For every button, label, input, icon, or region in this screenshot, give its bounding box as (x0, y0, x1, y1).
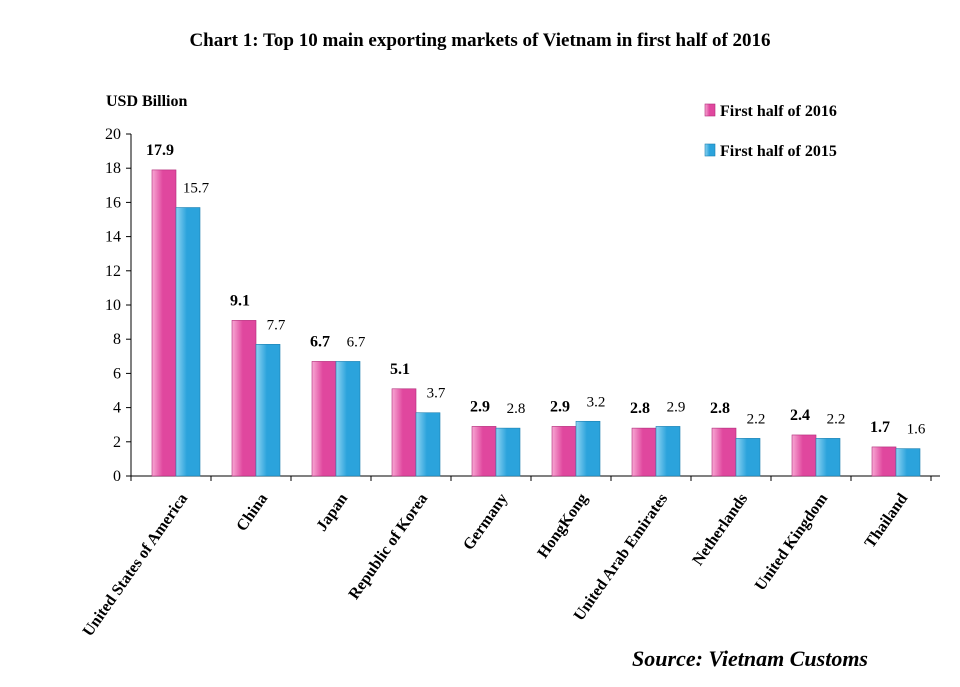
bar-2015 (335, 361, 361, 477)
bar-2016 (791, 434, 817, 477)
bar-2016 (231, 320, 257, 477)
data-label-2016: 6.7 (310, 333, 330, 350)
bar-2015 (495, 427, 521, 477)
legend-label-2016: First half of 2016 (720, 103, 837, 120)
data-label-2016: 9.1 (230, 292, 250, 309)
source-note: Source: Vietnam Customs (632, 646, 868, 671)
y-tick-label: 4 (113, 400, 121, 417)
y-tick-label: 12 (105, 263, 121, 280)
legend: First half of 2016 First half of 2015 (704, 103, 837, 160)
x-tick-label: Japan (313, 490, 351, 534)
x-tick-label: Germany (460, 491, 511, 554)
data-label-2015: 3.2 (587, 394, 606, 410)
bar-2016 (871, 446, 897, 477)
y-tick-label: 6 (113, 365, 121, 382)
data-label-2016: 1.7 (870, 419, 890, 436)
legend-swatch-2016 (704, 103, 716, 117)
x-tick-label: HongKong (535, 491, 592, 562)
x-tick-label: United Arab Emirates (571, 491, 672, 625)
data-label-2016: 2.8 (630, 400, 650, 417)
data-label-2015: 2.8 (507, 401, 526, 417)
y-tick-label: 14 (105, 229, 121, 246)
bar-2016 (711, 427, 737, 477)
data-label-2015: 15.7 (183, 181, 210, 197)
data-label-2016: 2.9 (470, 398, 490, 415)
bar-2015 (255, 344, 281, 477)
x-tick-label: Republic of Korea (346, 491, 432, 603)
data-label-2015: 1.6 (907, 422, 926, 438)
data-label-2015: 7.7 (267, 317, 286, 333)
bar-2015 (575, 420, 601, 477)
data-label-2015: 2.2 (747, 411, 766, 427)
y-tick-label: 2 (113, 434, 121, 451)
y-tick-label: 10 (105, 297, 121, 314)
y-tick-label: 20 (105, 126, 121, 143)
bar-2016 (551, 426, 577, 477)
bar-2016 (631, 427, 657, 477)
data-label-2016: 2.8 (710, 400, 730, 417)
data-label-2015: 2.9 (667, 399, 686, 415)
y-tick-label: 18 (105, 160, 121, 177)
plot-area: 0 2 4 6 8 10 12 14 16 18 20 17.9 15.7 United States o… (80, 126, 940, 640)
legend-label-2015: First half of 2015 (720, 143, 837, 160)
x-tick-label: United States of America (80, 491, 192, 640)
x-tick-label: Netherlands (689, 491, 751, 569)
y-tick-label: 16 (105, 194, 121, 211)
chart-title: Chart 1: Top 10 main exporting markets o… (189, 30, 771, 51)
bar-2016 (471, 426, 497, 477)
x-tick-label: China (233, 491, 271, 535)
bar-2016 (391, 388, 417, 477)
bar-2015 (175, 207, 201, 477)
bar-2015 (655, 426, 681, 477)
y-tick-label: 0 (113, 468, 121, 485)
data-label-2016: 2.4 (790, 407, 810, 424)
data-label-2015: 2.2 (827, 411, 846, 427)
y-tick-label: 8 (113, 331, 121, 348)
data-label-2015: 6.7 (347, 334, 366, 350)
x-tick-label: Thailand (862, 490, 912, 551)
data-label-2016: 5.1 (390, 361, 410, 378)
bar-2015 (895, 448, 921, 477)
bar-2015 (815, 438, 841, 477)
x-tick-label: United Kingdom (752, 490, 832, 594)
bar-2016 (151, 169, 177, 477)
y-axis-label: USD Billion (106, 93, 187, 110)
data-label-2016: 2.9 (550, 398, 570, 415)
bar-2015 (415, 412, 441, 477)
legend-swatch-2015 (704, 143, 716, 157)
data-label-2016: 17.9 (146, 142, 174, 159)
bar-2015 (735, 438, 761, 477)
bar-2016 (311, 361, 337, 477)
data-label-2015: 3.7 (427, 386, 446, 402)
